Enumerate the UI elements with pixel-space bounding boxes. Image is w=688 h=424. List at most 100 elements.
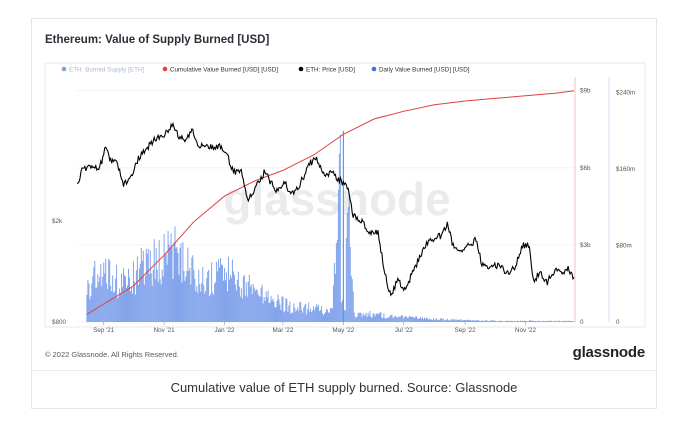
- daily-bar: [86, 294, 88, 322]
- daily-bar: [487, 321, 489, 322]
- daily-bar: [408, 317, 410, 322]
- daily-bar: [486, 320, 488, 322]
- daily-bar: [453, 319, 455, 322]
- legend-marker-eth-supply: [61, 66, 67, 72]
- daily-bar: [319, 310, 321, 322]
- daily-bar: [410, 316, 412, 322]
- daily-bar: [516, 321, 518, 322]
- daily-bar: [354, 316, 356, 322]
- daily-bar: [511, 320, 513, 322]
- daily-bar: [347, 207, 349, 322]
- daily-bar: [225, 280, 227, 322]
- daily-bar: [374, 316, 376, 322]
- daily-bar: [481, 320, 483, 322]
- daily-bar: [137, 284, 139, 322]
- daily-bar: [198, 269, 200, 322]
- daily-bar: [438, 319, 440, 322]
- daily-bar: [499, 320, 501, 322]
- y-tick-label-daily: $80m: [616, 243, 632, 250]
- daily-bar: [493, 320, 495, 322]
- copyright: © 2022 Glassnode. All Rights Reserved.: [45, 350, 179, 359]
- daily-bar: [172, 278, 174, 322]
- daily-bar: [352, 291, 354, 322]
- daily-bar: [547, 321, 549, 322]
- daily-bar: [488, 320, 490, 322]
- daily-bar: [492, 320, 494, 322]
- daily-bar: [308, 302, 310, 322]
- daily-bar: [521, 321, 523, 322]
- daily-bar: [407, 317, 409, 322]
- daily-bar: [414, 317, 416, 322]
- divider: [32, 370, 656, 371]
- daily-bar: [343, 310, 345, 322]
- daily-bar: [156, 269, 158, 322]
- daily-bar: [241, 298, 243, 322]
- daily-bar: [571, 321, 573, 322]
- daily-bar: [537, 320, 539, 322]
- daily-bar: [477, 320, 479, 322]
- daily-bar: [523, 321, 525, 322]
- daily-bar: [389, 315, 391, 322]
- daily-bar: [289, 301, 291, 322]
- daily-bar: [440, 318, 442, 322]
- daily-bar: [505, 320, 507, 322]
- daily-bar: [430, 319, 432, 322]
- daily-bar: [303, 307, 305, 322]
- daily-bar: [209, 296, 211, 322]
- daily-bar: [274, 307, 276, 322]
- daily-bar: [364, 315, 366, 322]
- daily-bar: [146, 253, 148, 322]
- daily-bar: [490, 320, 492, 322]
- daily-bar: [423, 319, 425, 322]
- daily-bar: [256, 290, 258, 322]
- x-tick-label: Sep '22: [455, 327, 477, 334]
- daily-bar: [397, 317, 399, 322]
- daily-bar: [124, 275, 126, 322]
- daily-bar: [371, 317, 373, 322]
- daily-bar: [447, 320, 449, 322]
- daily-bar: [419, 318, 421, 322]
- daily-bar: [111, 291, 113, 322]
- price-series-line: [76, 121, 575, 297]
- daily-bar: [314, 309, 316, 322]
- x-tick-label: Nov '21: [154, 327, 176, 334]
- daily-bar: [350, 275, 352, 322]
- daily-bar: [267, 290, 269, 322]
- daily-bar: [268, 303, 270, 322]
- daily-bar: [544, 321, 546, 322]
- daily-bar: [306, 314, 308, 322]
- daily-bar: [501, 320, 503, 322]
- daily-bar: [359, 312, 361, 322]
- daily-bar: [518, 321, 520, 322]
- daily-bar: [332, 285, 334, 322]
- daily-bar: [245, 282, 247, 322]
- daily-bar: [566, 320, 568, 322]
- daily-bar: [387, 317, 389, 322]
- daily-bar: [276, 300, 278, 322]
- daily-bar: [262, 303, 264, 322]
- daily-bar: [341, 300, 343, 322]
- daily-bar: [362, 313, 364, 322]
- daily-bar: [275, 307, 277, 322]
- y-tick-label-cumulative: $3b: [580, 242, 591, 249]
- daily-bar: [355, 317, 357, 322]
- daily-bar: [563, 321, 565, 322]
- daily-bar: [197, 292, 199, 322]
- daily-bar: [186, 271, 188, 322]
- daily-bar: [523, 320, 525, 322]
- daily-bar: [291, 312, 293, 322]
- daily-bar: [101, 285, 103, 322]
- daily-bar: [157, 281, 159, 322]
- daily-bar: [411, 316, 413, 322]
- daily-bar: [564, 320, 566, 322]
- daily-bar: [344, 310, 346, 322]
- daily-bar: [478, 320, 480, 322]
- legend: ETH: Burned Supply [ETH] Cumulative Valu…: [61, 66, 470, 74]
- daily-bar: [135, 270, 137, 322]
- daily-bar: [380, 312, 382, 322]
- daily-bar: [107, 288, 109, 322]
- daily-bar: [401, 314, 403, 322]
- daily-bar: [398, 316, 400, 322]
- daily-bar: [163, 234, 165, 322]
- daily-bar: [458, 319, 460, 322]
